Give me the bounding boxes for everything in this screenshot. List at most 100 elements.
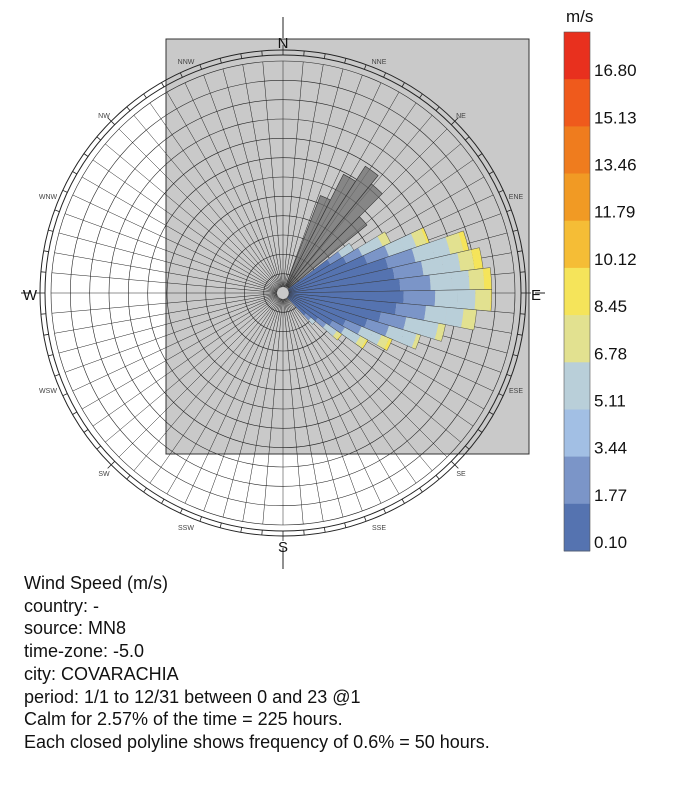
grid-radial [133,115,280,289]
compass-ticks [21,17,545,569]
compass-tick [517,250,523,253]
compass-tick [506,209,512,212]
compass-tick [107,117,115,125]
compass-tick [219,522,222,528]
label-ne: NE [456,113,466,120]
grid-radial [149,102,280,289]
grid-radial [284,68,344,288]
wind-sector-outline [288,293,446,342]
grey-sector [287,183,383,288]
compass-tick [383,508,387,514]
compass-tick [72,411,78,415]
grid-radial [283,61,304,288]
grid-radial [242,298,283,522]
wind-sector-band [429,272,453,291]
legend-value: 15.13 [594,108,637,127]
wind-sector-band [303,313,312,321]
wind-sector-band [399,274,431,291]
wind-sector-band [458,230,469,252]
wind-sector-band [434,323,446,342]
compass-tick [401,498,405,504]
legend-swatch [564,315,590,363]
label-e: E [531,287,541,304]
wind-sector-band [315,317,327,328]
wind-sector-band [288,257,389,292]
wind-sector-band [338,245,351,258]
compass-tick [199,516,202,522]
grid-radial [285,298,400,495]
grid-radial [58,294,278,354]
compass-tick [435,475,440,480]
wind-sector-outline [288,293,477,331]
legend-swatch [564,220,590,269]
wind-sector-outline [287,295,393,351]
grid-radial [166,91,281,288]
grid-radial [285,298,382,504]
compass-tick [43,250,49,253]
wind-sector-band [434,289,458,309]
compass-tick [498,189,504,193]
compass-tick [179,508,183,514]
grid-radial [64,213,278,292]
label-nnw: NNW [178,59,195,66]
wind-sector-band [368,331,382,345]
compass-tick [96,445,101,450]
wind-sector-band [430,237,451,258]
wind-sector-band [327,251,343,265]
grid-radial [184,298,281,504]
grid-radial [64,294,278,373]
compass-tick [219,58,222,64]
wind-sector-band [482,267,492,290]
wind-sector-band [445,232,464,255]
legend-value: 8.45 [594,297,627,316]
label-w: W [23,287,38,304]
legend-swatch [564,79,590,127]
wind-sector-band [288,256,347,291]
wind-sector-band [394,302,427,321]
legend-value: 5.11 [594,392,626,411]
compass-tick [126,475,131,480]
grid-radial [283,64,324,288]
grid-radial [54,252,278,293]
wind-sector-band [403,290,436,307]
wind-sector-band [451,270,470,291]
compass-tick [143,93,147,99]
grid-radial [203,298,282,512]
legend-swatch [564,267,590,316]
wind-sector-band [287,296,307,316]
compass-tick [107,461,115,469]
legend-items: 16.80 15.13 13.46 11.79 10.12 8.45 6.78 5.11 3.4… [563,31,637,552]
wind-sector-band [287,295,333,326]
wind-sector-band [474,289,491,312]
wind-sector-band [410,228,427,248]
grey-sector [288,216,368,289]
legend-value: 11.79 [594,203,635,222]
compass-tick [419,487,423,493]
label-ese: ESE [509,388,523,395]
compass-tick [83,153,89,157]
compass-tick [419,93,423,99]
wind-sector-band [444,307,464,328]
grid-radial [284,298,344,518]
label-nne: NNE [372,59,387,66]
grid-radial [286,297,433,471]
wind-sector-outline [286,296,316,325]
grid-radial [81,295,278,410]
wind-sector-band [399,330,417,348]
grid-radial [81,176,278,291]
label-nw: NW [98,113,110,120]
grid-radial [72,295,278,392]
compass-tick [364,64,367,70]
info-timezone: time-zone: -5.0 [24,641,145,662]
wind-sector-band [423,305,447,325]
grid-radial [262,61,283,288]
wind-sector-band [368,236,383,251]
info-city: city: COVARACHIA [24,663,179,684]
wind-sector-band [340,327,354,340]
grid-radial [72,194,278,291]
legend-value: 13.46 [594,156,637,175]
legend-value: 16.80 [594,61,637,80]
compass-tick [83,429,89,433]
legend-value: 6.78 [594,344,627,363]
compass-tick [451,117,459,125]
